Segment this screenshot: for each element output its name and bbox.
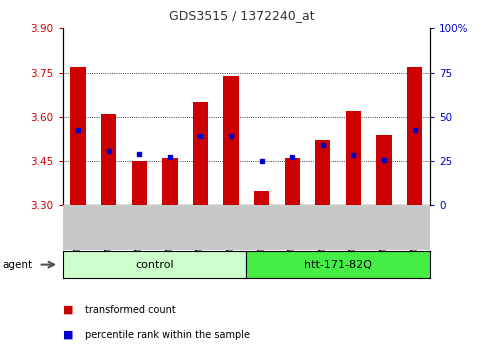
Bar [162, 158, 177, 205]
Text: GDS3515 / 1372240_at: GDS3515 / 1372240_at [169, 9, 314, 22]
Bar [346, 111, 361, 205]
Bar [193, 102, 208, 205]
Bar [254, 190, 270, 205]
Text: agent: agent [2, 259, 32, 270]
Bar [131, 161, 147, 205]
Bar [223, 75, 239, 205]
Text: control: control [135, 259, 174, 270]
Text: ■: ■ [63, 305, 77, 315]
Bar [101, 114, 116, 205]
Text: ■: ■ [63, 330, 77, 339]
Text: percentile rank within the sample: percentile rank within the sample [85, 330, 250, 339]
Text: transformed count: transformed count [85, 305, 175, 315]
Bar [376, 135, 392, 205]
Bar [284, 158, 300, 205]
Bar [315, 141, 330, 205]
Bar [71, 67, 86, 205]
Bar [407, 67, 422, 205]
Text: htt-171-82Q: htt-171-82Q [304, 259, 372, 270]
